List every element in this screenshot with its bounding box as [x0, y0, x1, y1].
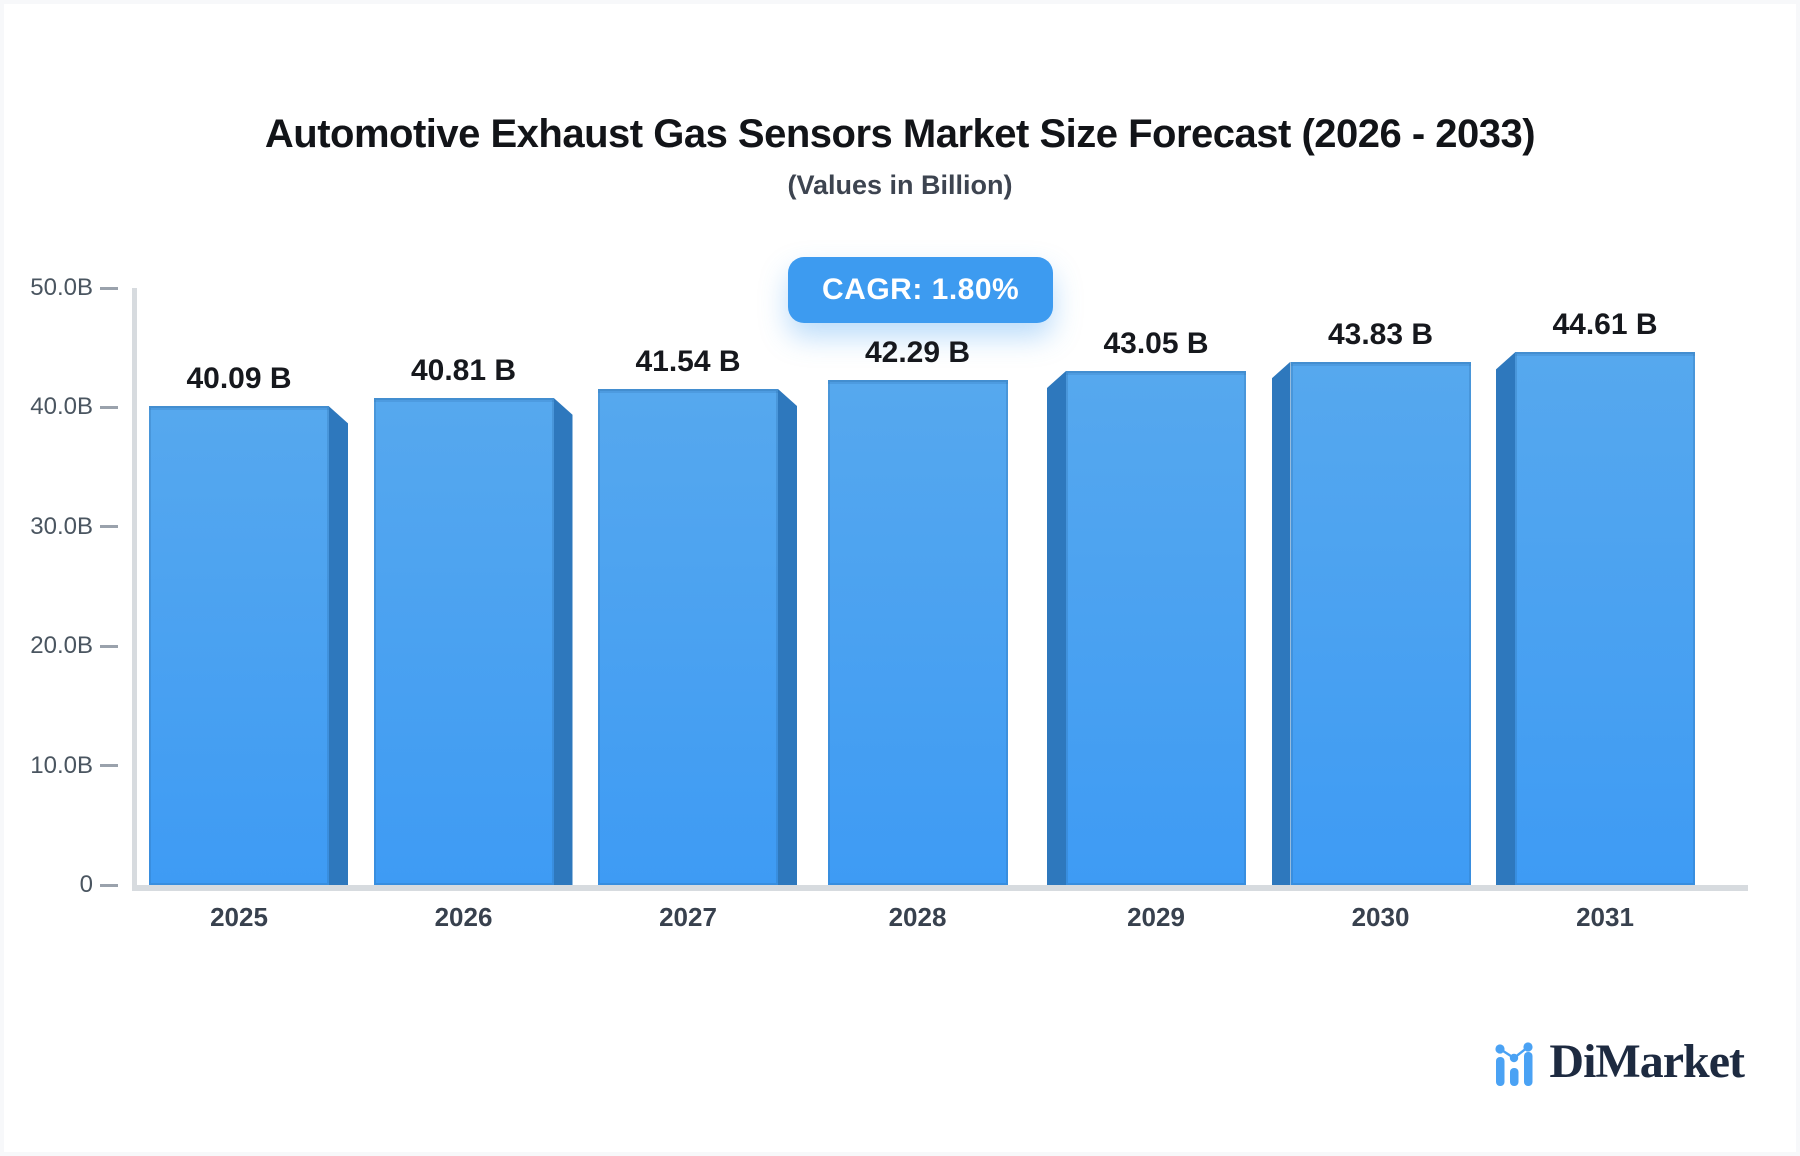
- chart-subtitle: (Values in Billion): [787, 170, 1013, 200]
- cagr-badge-label: CAGR: 1.80%: [822, 273, 1020, 306]
- bar-side-2025: [329, 406, 348, 885]
- bar-value-label-2025: 40.09 B: [186, 362, 292, 396]
- bar-side-2031: [1496, 352, 1515, 885]
- x-axis-label-2031: 2031: [1576, 902, 1634, 932]
- cagr-badge: CAGR: 1.80%: [788, 257, 1054, 323]
- bar-2027[interactable]: [598, 389, 778, 885]
- x-axis-label-2026: 2026: [434, 902, 493, 932]
- x-axis-label-2028: 2028: [888, 902, 947, 932]
- bar-2028[interactable]: [827, 380, 1008, 885]
- y-tick-label: 10.0B: [30, 751, 93, 779]
- x-axis-label-2025: 2025: [210, 902, 268, 932]
- bar-side-2026: [553, 397, 573, 885]
- bar-2030[interactable]: [1290, 361, 1471, 885]
- brand-name: DiMarket: [1549, 1035, 1745, 1088]
- x-axis-label-2029: 2029: [1127, 902, 1185, 932]
- bar-side-2027: [778, 389, 797, 885]
- y-tick-dash: [100, 883, 118, 887]
- y-tick-dash: [100, 405, 118, 409]
- bar-2026[interactable]: [373, 397, 554, 885]
- brand-logo: DiMarket: [1494, 1035, 1745, 1088]
- y-tick-label: 0: [79, 871, 93, 898]
- bar-value-label-2030: 43.83 B: [1327, 317, 1434, 351]
- y-tick-label: 40.0B: [30, 393, 93, 421]
- y-axis-line: [132, 288, 137, 891]
- y-tick-label: 50.0B: [30, 274, 93, 301]
- y-tick-label: 30.0B: [30, 512, 93, 540]
- chart-title: Automotive Exhaust Gas Sensors Market Si…: [264, 112, 1536, 156]
- x-axis-label-2030: 2030: [1351, 902, 1410, 932]
- x-axis-label-2027: 2027: [659, 902, 717, 932]
- y-tick-dash: [100, 286, 118, 290]
- y-tick-dash: [100, 525, 118, 529]
- bar-value-label-2027: 41.54 B: [635, 345, 741, 378]
- bar-chart-logo-icon: [1495, 1042, 1534, 1086]
- bar-value-label-2031: 44.61 B: [1552, 308, 1658, 342]
- y-tick-dash: [100, 764, 118, 768]
- y-tick-dash: [100, 644, 118, 648]
- bar-side-2029: [1047, 370, 1066, 885]
- bar-2029[interactable]: [1066, 370, 1246, 885]
- bar-value-label-2026: 40.81 B: [410, 353, 517, 387]
- x-axis-line: [132, 885, 1748, 891]
- bar-value-label-2028: 42.29 B: [864, 336, 971, 370]
- bar-value-label-2029: 43.05 B: [1103, 326, 1209, 360]
- bar-side-2030: [1271, 361, 1291, 885]
- bar-2031[interactable]: [1515, 352, 1695, 885]
- y-tick-label: 20.0B: [30, 632, 93, 660]
- bar-2025[interactable]: [149, 406, 329, 885]
